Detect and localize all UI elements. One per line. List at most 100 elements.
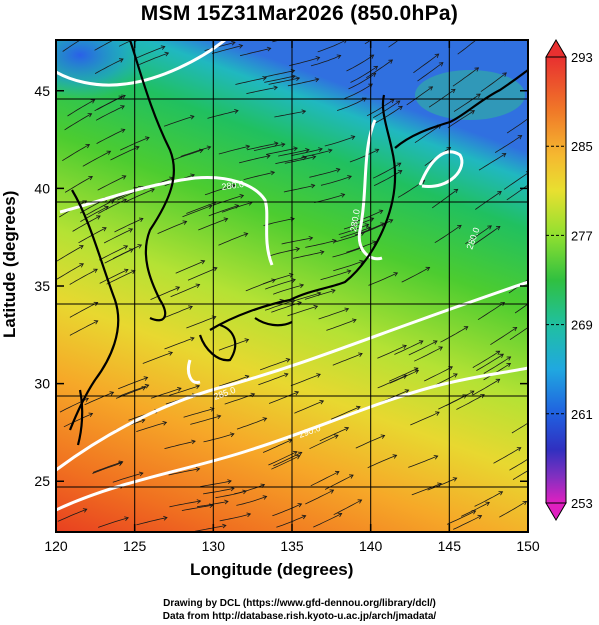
- streamline-arrowhead: [428, 86, 434, 91]
- streamline: [92, 461, 123, 473]
- chart-title: MSM 15Z31Mar2026 (850.0hPa): [140, 2, 459, 25]
- streamline: [377, 345, 407, 359]
- streamline: [150, 286, 180, 300]
- streamline: [136, 422, 167, 432]
- streamline-arrowhead: [344, 307, 350, 313]
- streamline-arrowhead: [371, 240, 377, 245]
- streamline-arrowhead: [410, 29, 414, 33]
- streamline: [438, 394, 467, 410]
- streamline-arrowhead: [280, 142, 286, 148]
- streamline: [56, 245, 84, 263]
- isotherm-label: 280.0: [348, 208, 362, 232]
- streamline-arrowhead: [517, 135, 523, 140]
- streamline: [162, 306, 193, 319]
- streamline-arrowhead: [364, 223, 370, 228]
- streamline-arrowhead: [497, 191, 502, 196]
- streamline-arrowhead: [123, 245, 129, 250]
- streamline: [98, 517, 129, 528]
- streamline: [283, 184, 315, 193]
- streamline: [57, 508, 87, 522]
- colorbar-tick-label: 285: [571, 139, 593, 154]
- streamline: [333, 260, 364, 272]
- streamline: [112, 472, 144, 483]
- streamline: [118, 40, 134, 47]
- isotherm-label: 280.0: [221, 179, 245, 192]
- streamline-arrowhead: [138, 471, 144, 477]
- coastline-korea-china: [128, 40, 175, 322]
- streamline: [268, 391, 299, 404]
- streamline-arrowhead: [374, 148, 380, 154]
- streamline-arrowhead: [291, 278, 296, 283]
- streamline: [453, 93, 481, 112]
- streamline-arrowhead: [487, 225, 492, 230]
- streamline: [276, 515, 306, 528]
- streamline: [474, 491, 503, 507]
- streamline-arrowhead: [453, 188, 459, 194]
- streamline-arrowhead: [433, 455, 439, 460]
- streamline-arrowhead: [120, 105, 125, 110]
- streamline: [245, 279, 276, 292]
- streamline: [349, 149, 379, 163]
- streamline-arrowhead: [318, 147, 323, 152]
- streamline-arrowhead: [533, 454, 537, 458]
- x-tick-label: 135: [280, 538, 304, 554]
- streamline-arrowhead: [168, 351, 174, 356]
- streamline-arrowhead: [350, 135, 356, 140]
- streamline-arrowhead: [196, 499, 202, 504]
- streamline-arrowhead: [135, 145, 140, 151]
- streamline: [62, 144, 90, 162]
- streamline: [319, 427, 349, 442]
- streamline-arrowhead: [347, 175, 352, 180]
- streamline: [504, 40, 507, 42]
- streamline: [182, 205, 213, 218]
- streamline-arrowhead: [198, 148, 204, 154]
- streamline: [389, 367, 419, 382]
- streamline: [373, 170, 403, 186]
- x-tick-label: 140: [359, 538, 383, 554]
- streamline-arrowhead: [120, 128, 126, 133]
- streamline: [164, 440, 196, 449]
- streamline: [511, 422, 528, 434]
- streamline-arrowhead: [93, 268, 98, 273]
- streamline: [456, 394, 485, 410]
- colorbar: 293 285 277 269 261 253: [545, 39, 593, 521]
- streamline: [150, 387, 182, 399]
- y-tick-label: 40: [34, 180, 50, 196]
- streamline: [218, 375, 249, 387]
- streamline: [106, 270, 136, 285]
- streamline-arrowhead: [144, 383, 150, 389]
- streamline-arrowhead: [516, 447, 522, 452]
- streamline-arrowhead: [144, 136, 150, 141]
- streamline: [213, 195, 244, 206]
- streamline-arrowhead: [337, 512, 343, 518]
- streamline: [218, 339, 249, 351]
- streamline: [203, 487, 235, 495]
- streamline: [139, 52, 169, 65]
- streamline-arrowhead: [502, 72, 507, 77]
- streamline: [96, 129, 125, 144]
- y-tick-label: 35: [34, 278, 50, 294]
- streamline-arrowhead: [295, 246, 301, 252]
- streamline: [366, 99, 395, 117]
- colorbar-top-arrow: [545, 39, 567, 58]
- streamline-arrowhead: [118, 35, 122, 39]
- streamline-arrowhead: [144, 33, 148, 37]
- streamline-arrowhead: [273, 85, 278, 91]
- streamline: [190, 415, 221, 425]
- streamline-arrowhead: [418, 340, 424, 345]
- streamline-arrowhead: [371, 72, 377, 78]
- streamline-arrowhead: [485, 501, 490, 507]
- streamline-arrowhead: [234, 204, 240, 209]
- streamline-arrowhead: [499, 353, 504, 358]
- streamline: [294, 400, 324, 414]
- streamline-arrowhead: [182, 220, 188, 225]
- streamline: [164, 337, 195, 350]
- streamline: [394, 340, 424, 355]
- streamline-arrowhead: [299, 32, 303, 36]
- streamline: [503, 172, 528, 190]
- streamline: [353, 210, 383, 223]
- streamline: [428, 88, 456, 108]
- plot-area: 280.0 280.0 285.0 290.0 280.0: [56, 29, 537, 532]
- streamline: [204, 41, 236, 51]
